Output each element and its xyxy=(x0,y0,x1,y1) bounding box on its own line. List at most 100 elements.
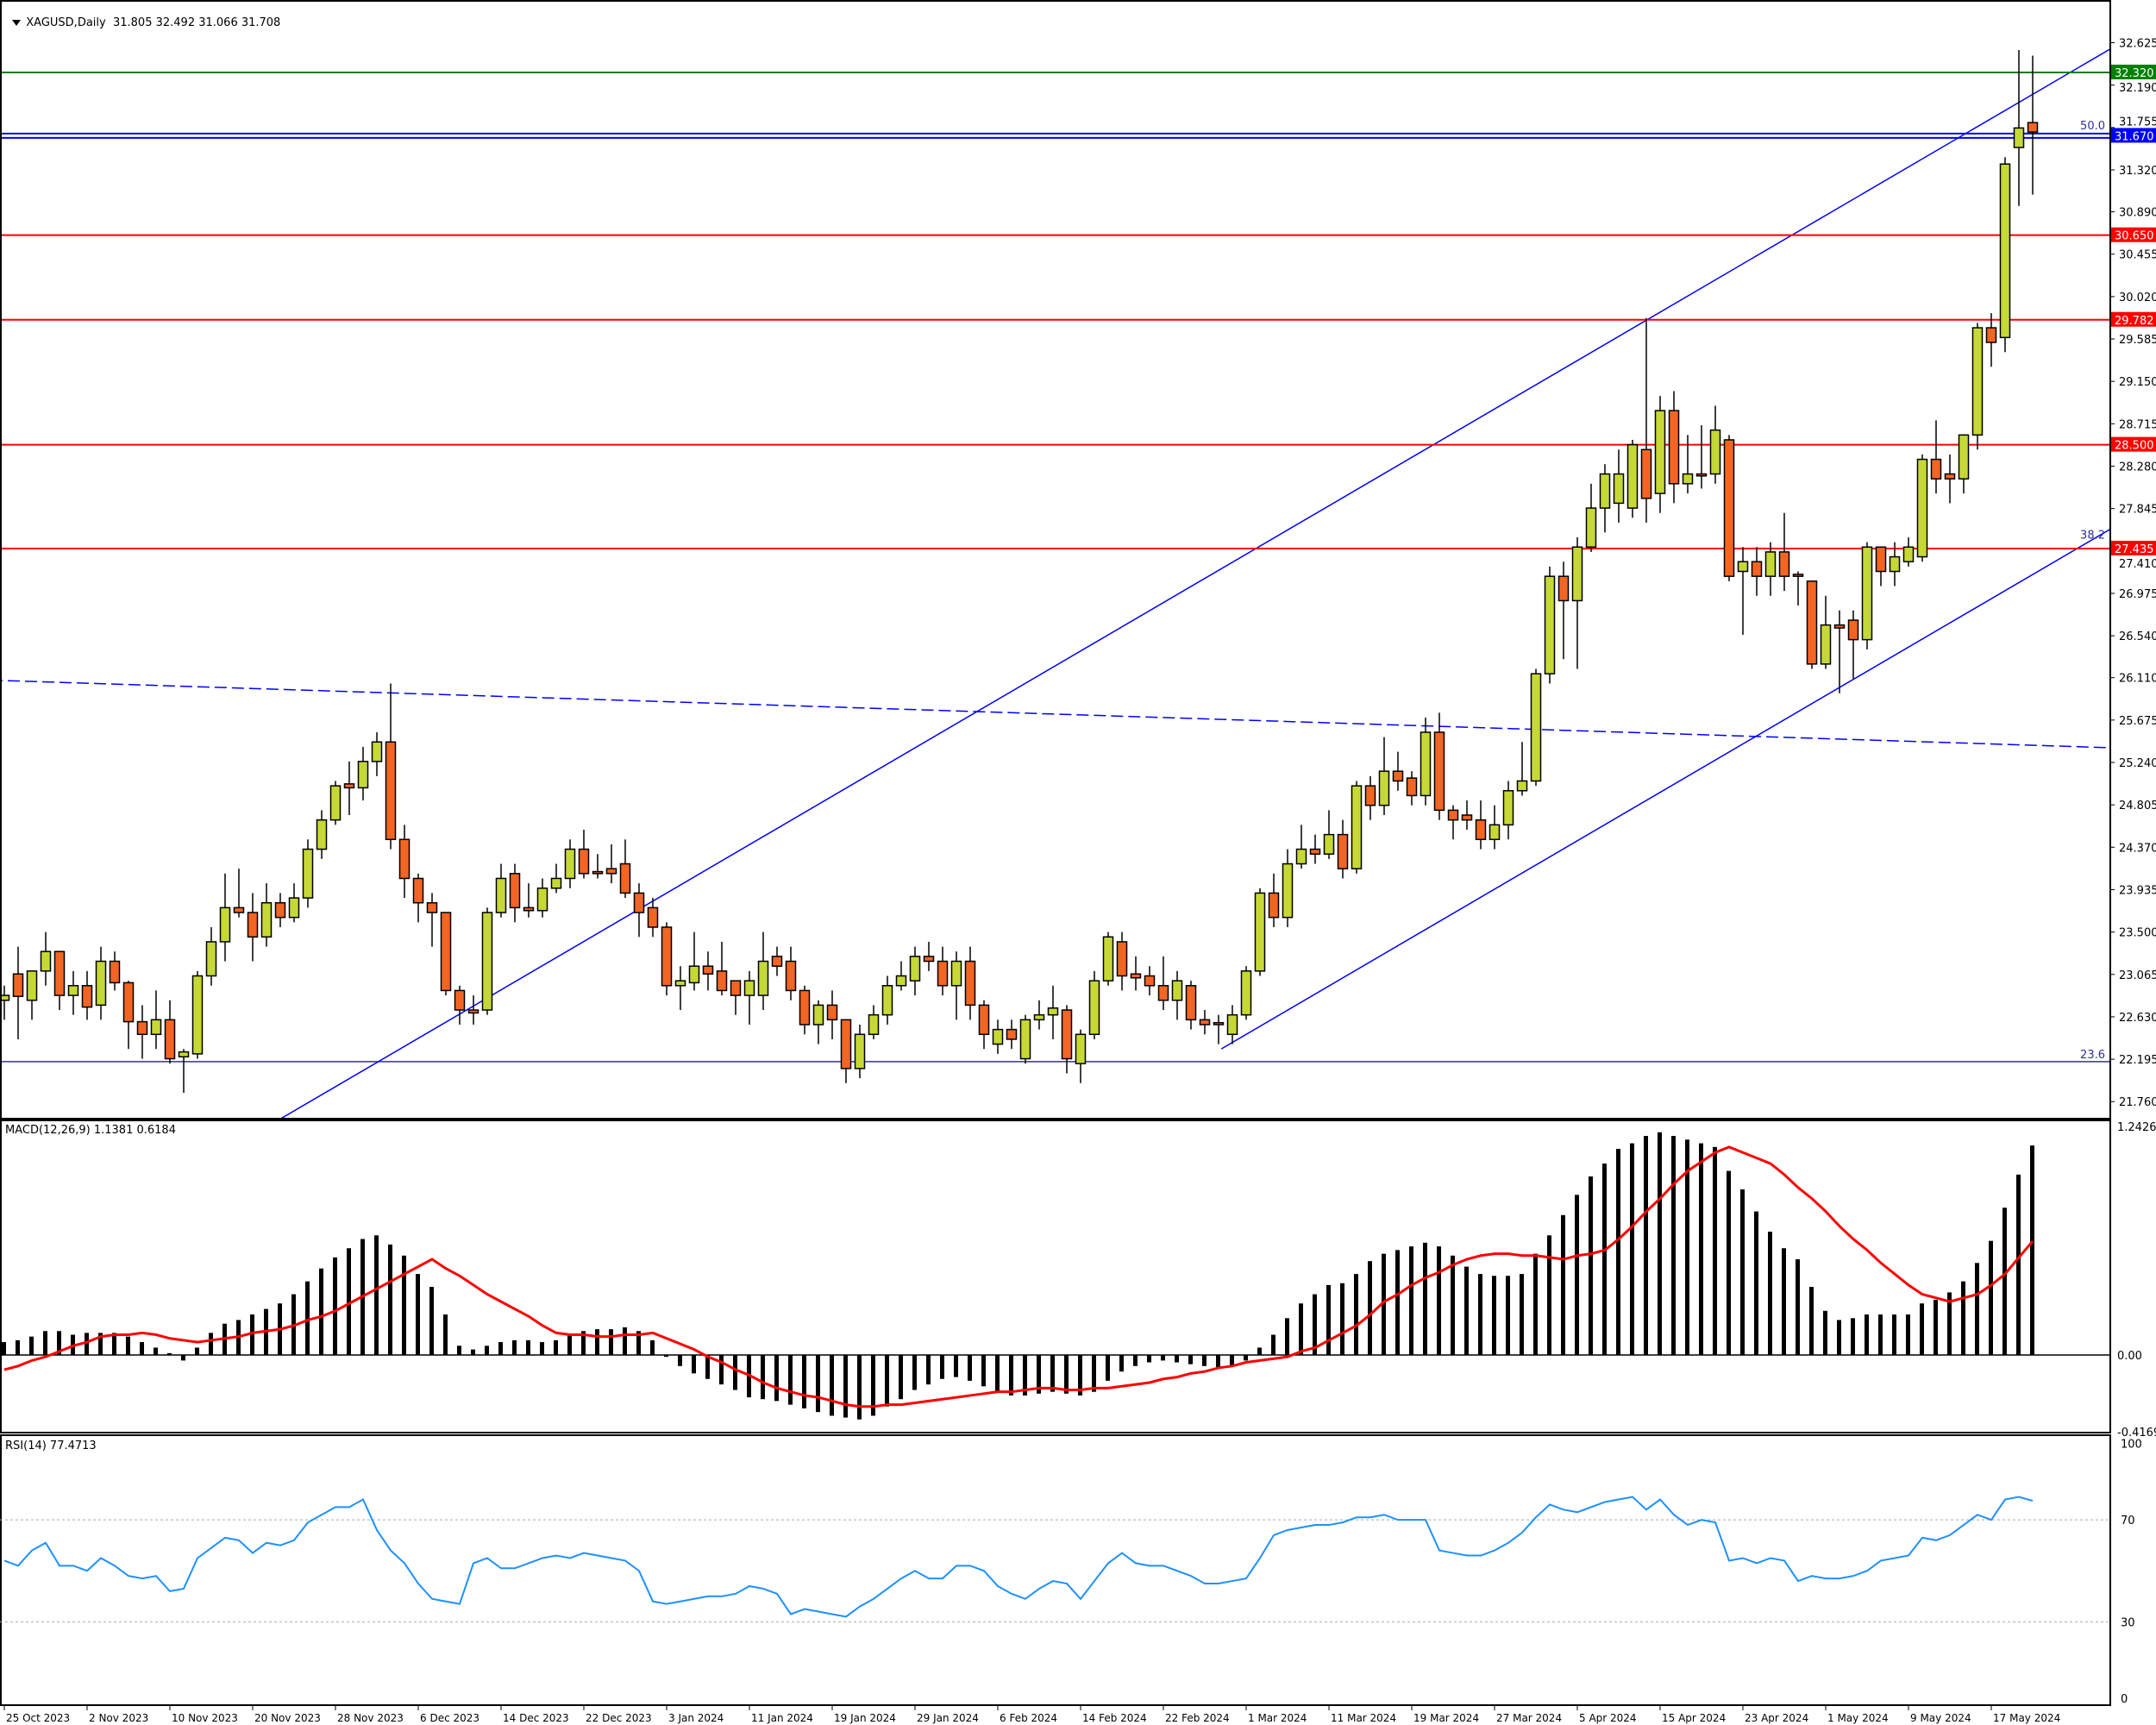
level-price-tag xyxy=(2111,436,2156,452)
candle-body xyxy=(440,912,452,992)
candle-body xyxy=(1144,975,1156,987)
date-label: 1 Mar 2024 xyxy=(1248,1712,1307,1724)
candle-body xyxy=(1613,473,1625,505)
candle-body xyxy=(1930,458,1942,480)
candle-body xyxy=(826,1004,838,1021)
macd-tick-label: 0.00 xyxy=(2117,1350,2142,1363)
triangle-down-icon[interactable] xyxy=(12,20,22,26)
candle xyxy=(274,893,286,927)
candle-body xyxy=(1447,809,1459,821)
candle-body xyxy=(1392,770,1404,782)
candle xyxy=(937,946,949,996)
date-label: 10 Nov 2023 xyxy=(172,1712,238,1724)
macd-histogram-bar xyxy=(830,1355,834,1416)
candle xyxy=(164,1000,176,1064)
candle-body xyxy=(1006,1028,1018,1040)
date-label: 20 Nov 2023 xyxy=(254,1712,321,1724)
candle-body xyxy=(716,970,728,992)
candle xyxy=(1130,956,1142,991)
candle xyxy=(1392,751,1404,791)
candle xyxy=(1378,737,1390,816)
macd-histogram-bar xyxy=(512,1339,517,1355)
candle xyxy=(1820,595,1832,669)
candle xyxy=(67,970,79,1015)
candle xyxy=(895,961,907,991)
macd-histogram-bar xyxy=(1354,1274,1358,1355)
macd-histogram-bar xyxy=(926,1355,931,1385)
candle-body xyxy=(1971,327,1984,436)
candle xyxy=(799,985,811,1035)
candle-body xyxy=(1626,443,1639,509)
price-tick-label: 21.760 xyxy=(2119,1096,2156,1109)
candle xyxy=(26,970,38,1020)
candle-body xyxy=(1792,574,1804,577)
candle-body xyxy=(1557,575,1570,602)
candle-body xyxy=(1075,1033,1087,1064)
candle xyxy=(1075,1029,1087,1083)
candle-body xyxy=(26,970,38,1001)
candle-body xyxy=(592,870,604,875)
rsi-panel-border xyxy=(0,1434,2111,1706)
candle xyxy=(426,893,438,947)
candle xyxy=(1999,157,2011,353)
candle-body xyxy=(1723,439,1735,577)
candle xyxy=(1585,483,1597,552)
macd-histogram-bar xyxy=(1147,1355,1151,1363)
candle-body xyxy=(1420,731,1432,797)
macd-histogram-bar xyxy=(1202,1355,1206,1366)
candle xyxy=(730,980,742,1015)
candle xyxy=(247,893,259,962)
macd-histogram-bar xyxy=(429,1287,434,1355)
candle xyxy=(316,810,328,859)
candle-body xyxy=(122,982,135,1023)
macd-histogram-bar xyxy=(1064,1355,1069,1394)
candle-body xyxy=(1185,985,1197,1021)
price-tick-label: 28.715 xyxy=(2119,418,2156,431)
macd-histogram-bar xyxy=(968,1355,972,1381)
candle xyxy=(1571,536,1583,669)
candle-body xyxy=(1,994,10,1001)
macd-histogram-bar xyxy=(2016,1174,2021,1355)
level-price-tag xyxy=(2111,227,2156,242)
candle xyxy=(1599,464,1611,533)
rsi-tick-label: 70 xyxy=(2121,1515,2135,1527)
price-tick-label: 23.935 xyxy=(2119,884,2156,897)
candle xyxy=(109,951,121,991)
candle-body xyxy=(343,783,355,789)
candle xyxy=(1861,542,1873,649)
macd-histogram-bar xyxy=(1382,1253,1386,1355)
candle xyxy=(992,1019,1004,1054)
candle xyxy=(1116,932,1128,991)
date-label: 3 Jan 2024 xyxy=(668,1712,724,1724)
candle xyxy=(2013,49,2025,206)
candle-body xyxy=(909,956,921,982)
price-tick-label: 25.675 xyxy=(2119,715,2156,728)
price-tick-label: 27.845 xyxy=(2119,504,2156,517)
candle xyxy=(964,946,976,1020)
candle xyxy=(743,970,755,1025)
macd-histogram-bar xyxy=(1409,1246,1413,1355)
candle-body xyxy=(799,989,811,1026)
level-price-tag xyxy=(2111,128,2156,143)
candle-body xyxy=(1130,973,1142,979)
candle xyxy=(329,781,342,825)
macd-histogram-bar xyxy=(995,1355,1000,1392)
macd-histogram-bar xyxy=(1740,1189,1745,1355)
candle-body xyxy=(771,956,783,967)
candle xyxy=(53,950,66,1011)
candle xyxy=(619,839,631,899)
fib-level-label: 23.6 xyxy=(2080,1049,2105,1062)
candle xyxy=(578,829,590,879)
candle-body xyxy=(67,985,79,996)
rsi-tick-label: 100 xyxy=(2121,1439,2142,1452)
macd-histogram-bar xyxy=(733,1355,737,1390)
macd-histogram-bar xyxy=(554,1339,558,1355)
candle xyxy=(1213,1014,1225,1044)
macd-histogram-bar xyxy=(636,1331,641,1355)
candle xyxy=(385,683,397,850)
price-tick-label: 30.020 xyxy=(2119,292,2156,304)
rsi-header: RSI(14) 77.4713 xyxy=(5,1440,97,1452)
candle xyxy=(661,922,673,996)
candle-body xyxy=(274,901,286,919)
